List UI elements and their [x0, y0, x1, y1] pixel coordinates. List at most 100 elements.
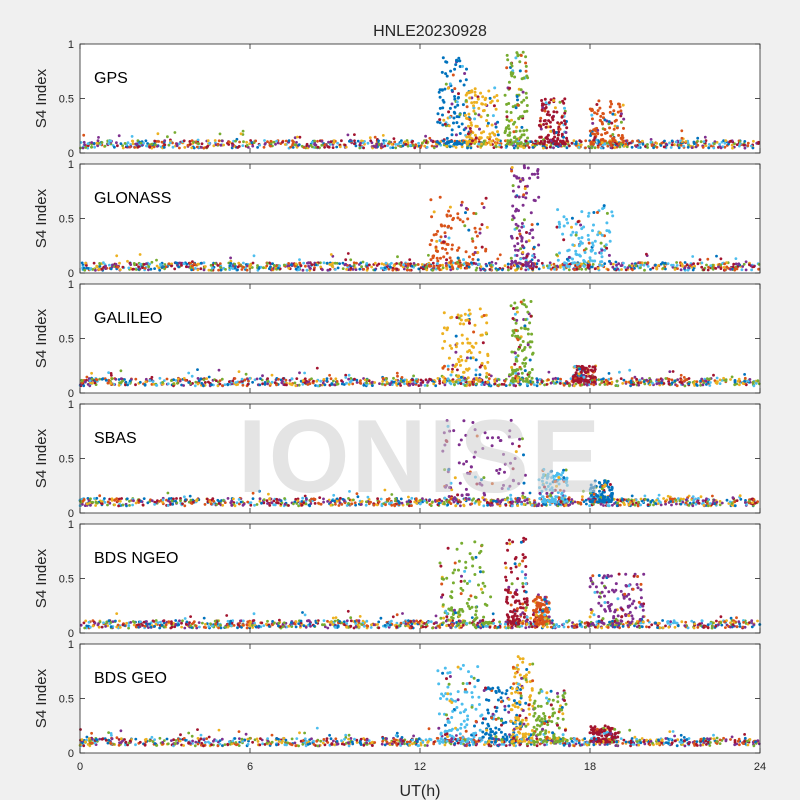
data-point [202, 146, 206, 150]
data-point [464, 206, 468, 210]
data-point [461, 220, 465, 224]
data-point [509, 373, 513, 377]
data-point [102, 261, 105, 264]
data-point [715, 376, 719, 380]
data-point [612, 139, 616, 143]
data-point [315, 379, 319, 383]
data-point [454, 334, 458, 338]
data-point [582, 259, 586, 262]
data-point [125, 497, 129, 501]
data-point [528, 321, 532, 325]
data-point [521, 203, 525, 207]
data-point [406, 264, 410, 267]
data-point [446, 86, 450, 90]
data-point [481, 109, 485, 113]
data-point [218, 382, 222, 386]
data-point [587, 238, 591, 242]
data-point [249, 139, 253, 142]
data-point [396, 374, 399, 378]
data-point [552, 99, 556, 102]
data-point [409, 262, 412, 266]
data-point [117, 134, 121, 138]
data-point [478, 227, 482, 231]
data-point [441, 98, 445, 102]
data-point [421, 267, 425, 271]
data-point [320, 139, 324, 143]
data-point [735, 499, 739, 502]
data-point [171, 145, 175, 149]
data-point [161, 381, 165, 384]
data-point [475, 234, 479, 238]
data-point [323, 145, 326, 149]
data-point [685, 498, 688, 502]
data-point [613, 146, 617, 150]
data-point [558, 264, 562, 268]
data-point [525, 109, 529, 113]
data-point [492, 95, 496, 99]
data-point [741, 265, 745, 268]
data-point [583, 379, 587, 383]
data-point [185, 262, 189, 266]
data-point [687, 504, 691, 507]
data-point [170, 379, 173, 382]
data-point [529, 300, 533, 303]
data-point [655, 145, 659, 149]
data-point [136, 139, 140, 143]
data-point [571, 230, 575, 234]
data-point [183, 495, 186, 499]
data-point [567, 248, 571, 252]
data-point [449, 316, 453, 320]
data-point [134, 377, 138, 381]
data-point [150, 375, 154, 379]
data-point [369, 139, 373, 143]
data-point [691, 255, 695, 258]
data-point [574, 233, 578, 237]
data-point [290, 263, 293, 267]
data-point [677, 143, 681, 147]
data-point [186, 143, 190, 147]
data-point [654, 502, 657, 505]
data-point [519, 382, 522, 386]
data-point [84, 146, 88, 149]
data-point [441, 346, 445, 350]
data-point [552, 139, 556, 143]
data-point [144, 377, 148, 381]
data-point [95, 496, 99, 500]
data-point [373, 261, 377, 265]
data-point [680, 136, 684, 140]
data-point [353, 139, 356, 143]
data-point [584, 247, 588, 251]
data-point [548, 113, 551, 117]
data-point [608, 110, 612, 114]
data-point [568, 144, 571, 148]
data-point [581, 365, 584, 368]
y-tick-label: 0.5 [59, 214, 74, 226]
data-point [212, 144, 216, 148]
data-point [471, 257, 475, 261]
data-point [511, 204, 515, 208]
data-point [505, 115, 509, 119]
data-point [570, 216, 574, 220]
data-point [474, 373, 478, 377]
data-point [507, 268, 510, 272]
data-point [196, 262, 200, 266]
data-point [248, 142, 252, 146]
data-point [344, 376, 348, 379]
data-point [381, 377, 385, 380]
data-point [90, 141, 93, 145]
data-point [719, 257, 723, 261]
data-point [512, 130, 516, 134]
data-point [226, 382, 230, 386]
data-point [561, 232, 565, 236]
data-point [514, 374, 518, 378]
data-point [303, 377, 307, 381]
data-point [532, 198, 536, 202]
data-point [142, 263, 146, 266]
data-point [194, 380, 198, 384]
data-point [480, 223, 484, 227]
data-point [448, 344, 452, 348]
data-point [603, 118, 607, 122]
data-point [600, 255, 604, 259]
data-point [524, 240, 528, 244]
